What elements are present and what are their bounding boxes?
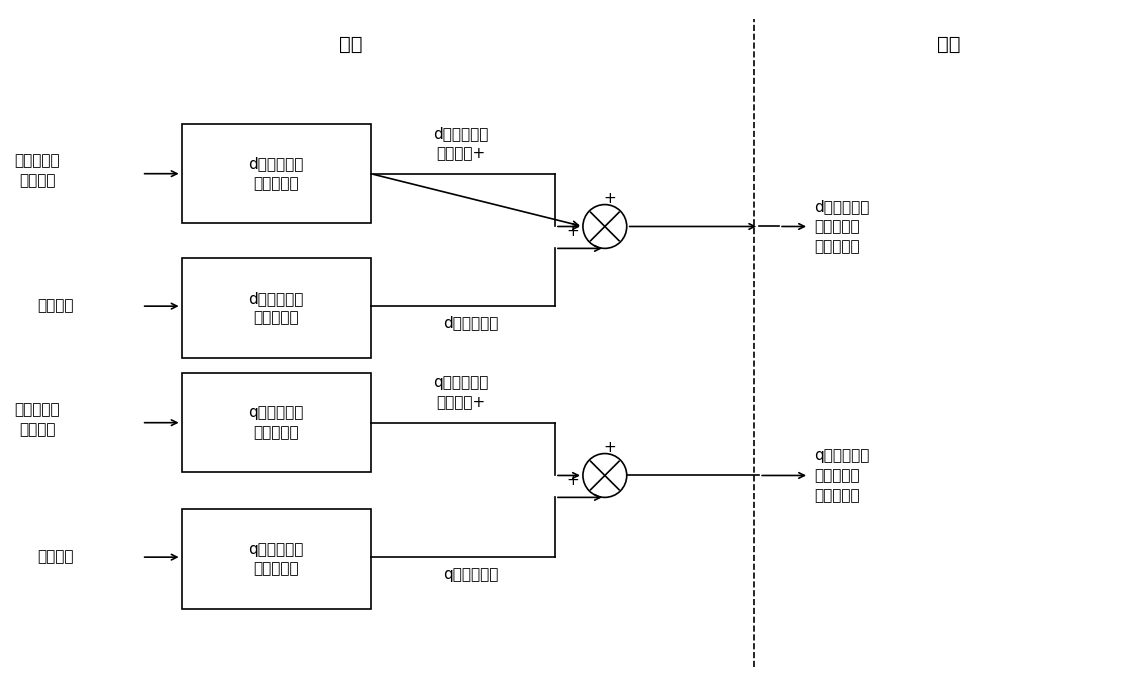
FancyBboxPatch shape: [182, 509, 371, 609]
FancyBboxPatch shape: [182, 259, 371, 358]
Text: 交流电压: 交流电压: [37, 299, 73, 314]
Text: 直流电压或
有功功率: 直流电压或 有功功率: [15, 153, 60, 188]
Text: 交流电压: 交流电压: [37, 550, 73, 565]
FancyBboxPatch shape: [182, 124, 371, 224]
Text: d轴补偿电流: d轴补偿电流: [442, 316, 499, 331]
FancyBboxPatch shape: [182, 373, 371, 473]
Text: 交流电压或
无功功率: 交流电压或 无功功率: [15, 402, 60, 437]
Text: q轴通道原始
参考电流+: q轴通道原始 参考电流+: [433, 375, 488, 410]
Text: d轴通道原始
参考电流+: d轴通道原始 参考电流+: [433, 126, 488, 161]
Text: +: +: [566, 224, 580, 239]
Text: q轴通道新的
参考电流至
内环控制器: q轴通道新的 参考电流至 内环控制器: [814, 448, 870, 503]
Text: 内环: 内环: [936, 34, 960, 54]
Text: q轴补偿电流: q轴补偿电流: [442, 566, 499, 581]
Text: +: +: [566, 473, 580, 488]
Text: d轴通道原始
外环控制器: d轴通道原始 外环控制器: [248, 156, 303, 191]
Text: +: +: [603, 440, 616, 455]
Text: d轴通道交流
电压稳定器: d轴通道交流 电压稳定器: [248, 291, 303, 325]
Text: q轴通道交流
电压稳定器: q轴通道交流 电压稳定器: [248, 541, 303, 577]
Text: q轴通道原始
外环控制器: q轴通道原始 外环控制器: [248, 405, 303, 440]
Text: 外环: 外环: [340, 34, 362, 54]
Text: +: +: [603, 191, 616, 206]
Text: d轴通道新的
参考电流至
内环控制器: d轴通道新的 参考电流至 内环控制器: [814, 200, 870, 254]
